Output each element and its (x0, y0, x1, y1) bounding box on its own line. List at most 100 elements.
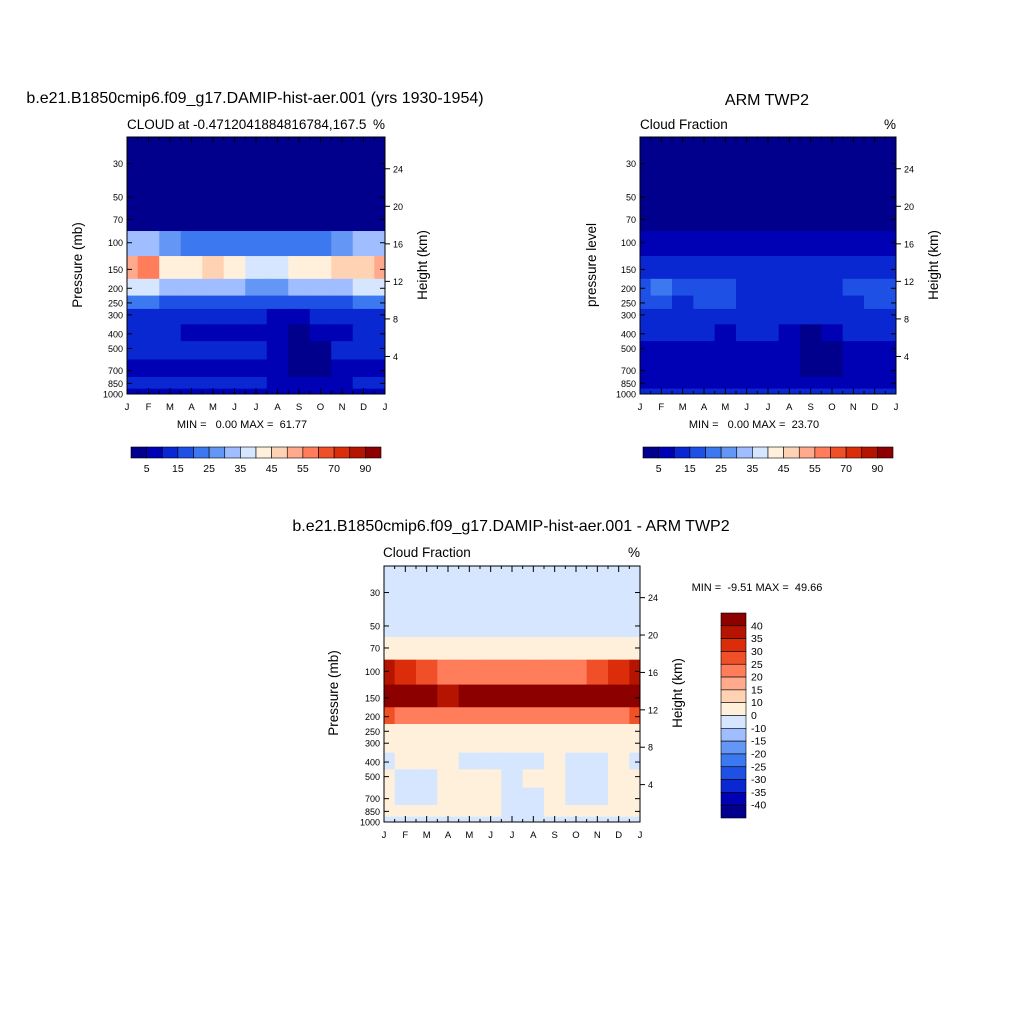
heatmap-cell (180, 256, 203, 280)
heatmap-cell (159, 231, 182, 257)
heatmap-cell (640, 256, 652, 280)
heatmap-cell (885, 231, 896, 257)
colorbar-label: 10 (751, 697, 763, 709)
colorbar-label: 90 (872, 463, 884, 475)
colorbar-swatch (720, 728, 747, 742)
heatmap-cell (127, 324, 139, 342)
heatmap-cell (800, 208, 822, 232)
heatmap-cell (384, 737, 396, 754)
heatmap-cell (384, 659, 396, 686)
heatmap-cell (842, 278, 865, 297)
heatmap-cell (437, 566, 460, 580)
heatmap-cell (800, 295, 822, 310)
heatmap-cell (522, 723, 545, 738)
heatmap-cell (885, 388, 896, 394)
heatmap-cell (650, 208, 673, 232)
colorbar-label: 30 (751, 646, 763, 658)
heatmap-cell (288, 150, 311, 182)
heatmap-cell (736, 295, 758, 310)
y-tick-label: 30 (626, 159, 636, 169)
heatmap-cell (501, 805, 524, 818)
y-tick-label: 30 (113, 159, 123, 169)
heatmap-cell (437, 752, 460, 770)
colorbar-label: 15 (172, 463, 184, 475)
heatmap-cell (374, 278, 385, 297)
heatmap-cell (778, 278, 801, 297)
heatmap-cell (821, 208, 844, 232)
heatmap-cell (394, 636, 417, 661)
heatmap-cell (137, 341, 160, 361)
heatmap-cell (608, 707, 630, 725)
panel2-subtitle-right: % (884, 117, 896, 132)
height-tick-label: 8 (393, 314, 398, 324)
heatmap-cell (864, 376, 886, 390)
heatmap-cell (223, 180, 246, 209)
heatmap-cell (394, 752, 417, 770)
heatmap-cell (245, 295, 268, 310)
heatmap-cell (137, 150, 160, 182)
heatmap-cell (394, 659, 417, 686)
heatmap-cell (885, 308, 896, 325)
heatmap-cell (842, 341, 865, 361)
heatmap-cell (501, 609, 524, 638)
heatmap-cell (885, 376, 896, 390)
y-tick-label: 100 (365, 667, 380, 677)
y-tick-label: 100 (621, 238, 636, 248)
heatmap-cell (202, 359, 225, 378)
heatmap-cell (384, 707, 396, 725)
colorbar-label: -20 (751, 748, 766, 760)
heatmap-cell (650, 278, 673, 297)
heatmap-cell (501, 684, 524, 708)
y-tick-label: 1000 (360, 818, 380, 828)
heatmap-cell (501, 787, 524, 806)
x-tick-label: J (766, 402, 771, 413)
panel1-contour-field (127, 137, 385, 394)
heatmap-cell (586, 805, 609, 818)
heatmap-cell (842, 137, 865, 151)
heatmap-cell (458, 579, 481, 610)
heatmap-cell (714, 231, 737, 257)
heatmap-cell (245, 341, 268, 361)
heatmap-cell (672, 295, 694, 310)
x-tick-label: J (744, 402, 749, 413)
heatmap-cell (522, 805, 545, 818)
height-tick-label: 8 (648, 743, 653, 753)
heatmap-cell (480, 707, 502, 725)
colorbar-swatch (177, 446, 194, 459)
heatmap-cell (437, 787, 460, 806)
heatmap-cell (864, 208, 886, 232)
heatmap-cell (266, 180, 289, 209)
heatmap-cell (629, 566, 640, 580)
heatmap-cell (223, 324, 246, 342)
heatmap-cell (127, 308, 139, 325)
y-tick-label: 300 (365, 739, 380, 749)
heatmap-cell (352, 208, 375, 232)
panel3-subtitle-right: % (628, 545, 640, 560)
height-tick-label: 20 (648, 631, 658, 641)
heatmap-cell (394, 684, 417, 708)
heatmap-cell (885, 324, 896, 342)
heatmap-cell (629, 805, 640, 818)
y-tick-label: 500 (365, 772, 380, 782)
heatmap-cell (778, 376, 801, 390)
heatmap-cell (800, 180, 822, 209)
colorbar-label: 40 (751, 620, 763, 632)
heatmap-cell (309, 137, 332, 151)
colorbar-label: -30 (751, 774, 766, 786)
x-tick-label: D (871, 402, 878, 413)
heatmap-cell (629, 723, 640, 738)
heatmap-cell (640, 137, 652, 151)
colorbar-swatch (146, 446, 163, 459)
heatmap-cell (757, 341, 780, 361)
heatmap-cell (522, 737, 545, 754)
heatmap-cell (288, 376, 311, 390)
heatmap-cell (608, 636, 630, 661)
heatmap-cell (223, 150, 246, 182)
heatmap-cell (778, 359, 801, 378)
heatmap-cell (352, 295, 375, 310)
heatmap-cell (384, 609, 396, 638)
heatmap-cell (693, 324, 716, 342)
heatmap-cell (127, 256, 139, 280)
colorbar-swatch (720, 753, 747, 768)
panel2-colorbar: 5 15 25 35 45 55 70 90 (642, 446, 894, 475)
